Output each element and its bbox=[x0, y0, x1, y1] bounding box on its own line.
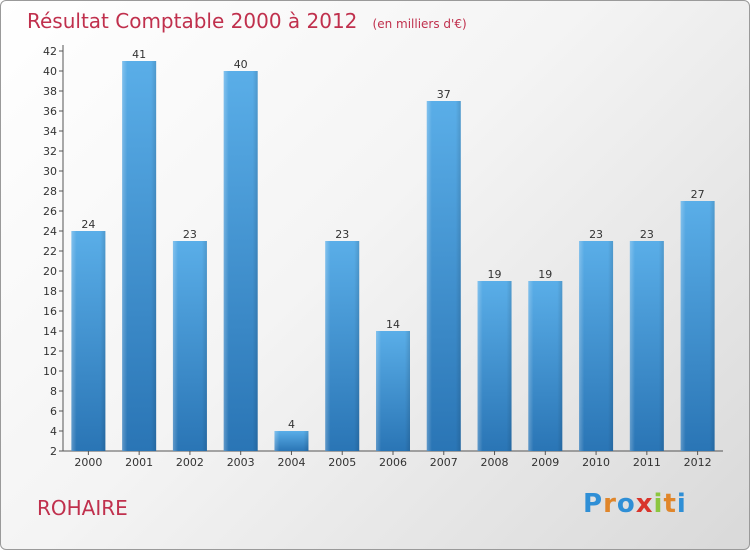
bar-value-label: 41 bbox=[132, 48, 146, 61]
y-tick-label: 38 bbox=[43, 85, 57, 98]
y-tick-label: 40 bbox=[43, 65, 57, 78]
bar-shading bbox=[376, 331, 410, 451]
y-tick-label: 34 bbox=[43, 125, 57, 138]
x-tick-label: 2007 bbox=[430, 456, 458, 469]
bar-value-label: 19 bbox=[488, 268, 502, 281]
x-tick-label: 2009 bbox=[531, 456, 559, 469]
y-tick-label: 4 bbox=[50, 425, 57, 438]
bar-value-label: 23 bbox=[640, 228, 654, 241]
y-tick-label: 8 bbox=[50, 385, 57, 398]
chart-title-main: Résultat Comptable 2000 à 2012 bbox=[27, 9, 358, 33]
commune-name: ROHAIRE bbox=[37, 496, 128, 520]
bar-shading bbox=[477, 281, 512, 451]
x-tick-label: 2001 bbox=[125, 456, 153, 469]
y-tick-label: 22 bbox=[43, 245, 57, 258]
proxiti-logo: Proxiti bbox=[583, 489, 687, 519]
bar-value-label: 23 bbox=[589, 228, 603, 241]
x-tick-label: 2002 bbox=[176, 456, 204, 469]
y-tick-label: 32 bbox=[43, 145, 57, 158]
y-tick-label: 6 bbox=[50, 405, 57, 418]
y-tick-label: 18 bbox=[43, 285, 57, 298]
bar-value-label: 27 bbox=[691, 188, 705, 201]
x-tick-label: 2003 bbox=[227, 456, 255, 469]
bar-value-label: 23 bbox=[183, 228, 197, 241]
bar-shading bbox=[172, 241, 207, 451]
bar-value-label: 14 bbox=[386, 318, 400, 331]
bar-value-label: 40 bbox=[234, 58, 248, 71]
bar-value-label: 24 bbox=[81, 218, 95, 231]
bar-shading bbox=[223, 71, 258, 451]
bar-shading bbox=[680, 201, 715, 451]
x-tick-label: 2012 bbox=[684, 456, 712, 469]
chart-labels: 24 2000 41 2001 23 2002 40 2003 4 2004 23 2005 14 200… bbox=[74, 48, 711, 469]
y-tick-label: 10 bbox=[43, 365, 57, 378]
x-tick-label: 2004 bbox=[277, 456, 305, 469]
bar-value-label: 19 bbox=[538, 268, 552, 281]
x-tick-label: 2000 bbox=[74, 456, 102, 469]
chart-subtitle: (en milliers d'€) bbox=[372, 17, 467, 31]
bar-value-label: 37 bbox=[437, 88, 451, 101]
bar-value-label: 23 bbox=[335, 228, 349, 241]
bar-shading bbox=[426, 101, 461, 451]
y-tick-label: 36 bbox=[43, 105, 57, 118]
chart-title: Résultat Comptable 2000 à 2012 (en milli… bbox=[27, 9, 467, 33]
bar-shading bbox=[122, 61, 157, 451]
bar-shading bbox=[629, 241, 664, 451]
y-tick-label: 42 bbox=[43, 45, 57, 58]
y-tick-label: 28 bbox=[43, 185, 57, 198]
bar-shading bbox=[325, 241, 360, 451]
y-tick-label: 30 bbox=[43, 165, 57, 178]
x-tick-label: 2010 bbox=[582, 456, 610, 469]
x-tick-label: 2008 bbox=[481, 456, 509, 469]
bar-shading bbox=[579, 241, 614, 451]
y-tick-label: 2 bbox=[50, 445, 57, 458]
bar-shading bbox=[274, 431, 309, 451]
y-tick-label: 20 bbox=[43, 265, 57, 278]
y-tick-label: 24 bbox=[43, 225, 57, 238]
y-tick-label: 12 bbox=[43, 345, 57, 358]
bar-shading bbox=[528, 281, 563, 451]
bar-value-label: 4 bbox=[288, 418, 295, 431]
chart-bars bbox=[71, 61, 715, 451]
y-tick-label: 16 bbox=[43, 305, 57, 318]
bar-shading bbox=[71, 231, 106, 451]
y-tick-label: 26 bbox=[43, 205, 57, 218]
x-tick-label: 2011 bbox=[633, 456, 661, 469]
y-tick-label: 14 bbox=[43, 325, 57, 338]
x-tick-label: 2005 bbox=[328, 456, 356, 469]
x-tick-label: 2006 bbox=[379, 456, 407, 469]
